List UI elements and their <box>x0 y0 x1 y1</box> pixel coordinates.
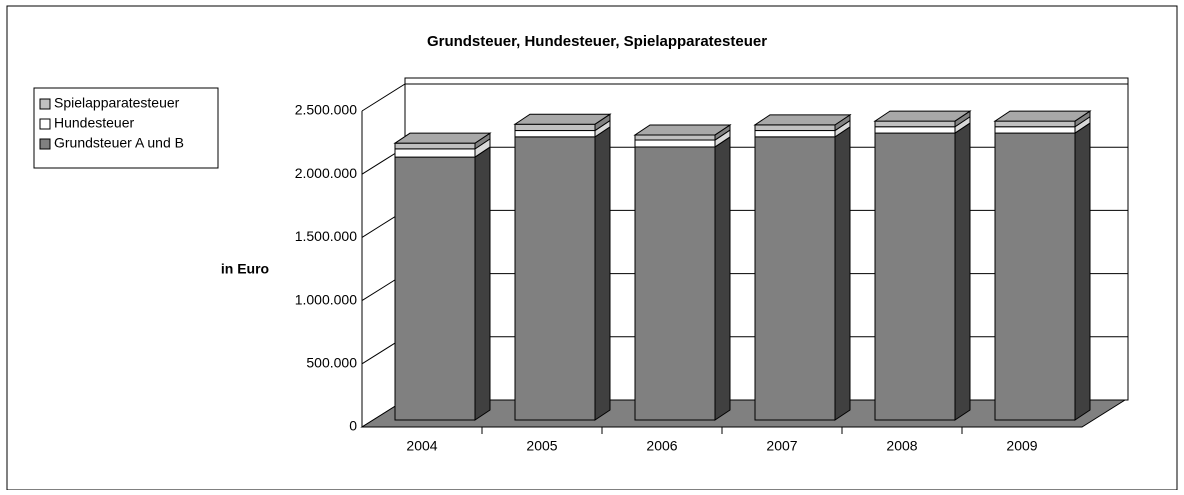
y-tick-label: 0 <box>349 418 357 434</box>
bar-top <box>513 113 612 125</box>
legend-label: Spielapparatesteuer <box>54 95 180 111</box>
bar-side <box>1074 122 1091 421</box>
bar-top <box>993 110 1092 122</box>
legend-swatch <box>39 118 51 130</box>
bar-front <box>874 132 956 421</box>
bar-front <box>394 142 476 150</box>
bar-front <box>514 130 596 138</box>
legend-swatch <box>39 138 51 150</box>
bar-front <box>514 136 596 421</box>
y-tick-label: 1.000.000 <box>295 291 357 307</box>
bar-side <box>834 125 851 421</box>
bar-side <box>954 122 971 421</box>
bar-segment <box>994 122 1091 421</box>
bar-front <box>754 124 836 132</box>
y-tick-label: 2.500.000 <box>295 102 357 118</box>
x-tick-label: 2009 <box>1006 438 1037 454</box>
legend-label: Grundsteuer A und B <box>54 135 184 151</box>
y-tick-label: 500.000 <box>306 355 357 371</box>
bar-segment <box>634 136 731 421</box>
bar-top <box>393 132 492 144</box>
legend-box <box>33 87 219 169</box>
bar-front <box>754 130 836 138</box>
bar-segment <box>754 125 851 421</box>
x-tick-label: 2005 <box>526 438 557 454</box>
bar-front <box>634 134 716 141</box>
bar-side <box>594 125 611 421</box>
bar-segment <box>634 129 731 148</box>
y-tick-label: 1.500.000 <box>295 228 357 244</box>
bar-segment <box>753 113 852 132</box>
bar-segment <box>393 132 492 150</box>
x-tick-label: 2004 <box>406 438 437 454</box>
bar-front <box>994 132 1076 421</box>
y-axis-label: in Euro <box>221 261 269 277</box>
bar-front <box>394 156 476 421</box>
bar-top <box>753 114 852 126</box>
chart-title: Grundsteuer, Hundesteuer, Spielapparates… <box>427 33 767 50</box>
bar-front <box>394 148 476 158</box>
bar-front <box>994 120 1076 128</box>
legend-swatch <box>39 98 51 110</box>
bar-segment <box>513 113 612 132</box>
x-tick-label: 2007 <box>766 438 797 454</box>
bar-side <box>474 146 491 421</box>
bar-front <box>634 146 716 421</box>
x-tick-label: 2006 <box>646 438 677 454</box>
bar-segment <box>394 146 491 421</box>
bar-segment <box>993 110 1092 128</box>
bar-top <box>873 110 972 122</box>
legend-label: Hundesteuer <box>54 115 135 131</box>
bar-front <box>874 126 956 134</box>
bar-segment <box>514 125 611 421</box>
bar-top <box>633 124 732 136</box>
bar-front <box>634 139 716 148</box>
bar-segment <box>873 110 972 128</box>
bar-front <box>994 126 1076 134</box>
y-tick-label: 2.000.000 <box>295 165 357 181</box>
bar-segment <box>874 122 971 421</box>
bar-front <box>874 120 956 128</box>
bar-side <box>714 136 731 421</box>
bar-front <box>514 123 596 132</box>
bar-front <box>754 136 836 421</box>
x-tick-label: 2008 <box>886 438 917 454</box>
bar-segment <box>633 124 732 141</box>
